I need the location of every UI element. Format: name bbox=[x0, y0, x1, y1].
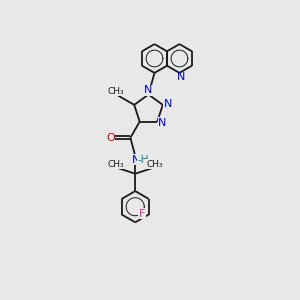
Text: N: N bbox=[144, 85, 153, 95]
Text: N: N bbox=[132, 155, 140, 165]
Text: N: N bbox=[158, 118, 166, 128]
Text: F: F bbox=[139, 209, 145, 219]
Text: O: O bbox=[106, 133, 115, 143]
Text: CH₃: CH₃ bbox=[108, 87, 124, 96]
Text: CH₃: CH₃ bbox=[146, 160, 163, 169]
Text: N: N bbox=[176, 72, 185, 82]
Text: -H: -H bbox=[138, 155, 149, 165]
Text: N: N bbox=[164, 99, 172, 109]
Text: CH₃: CH₃ bbox=[107, 160, 124, 169]
